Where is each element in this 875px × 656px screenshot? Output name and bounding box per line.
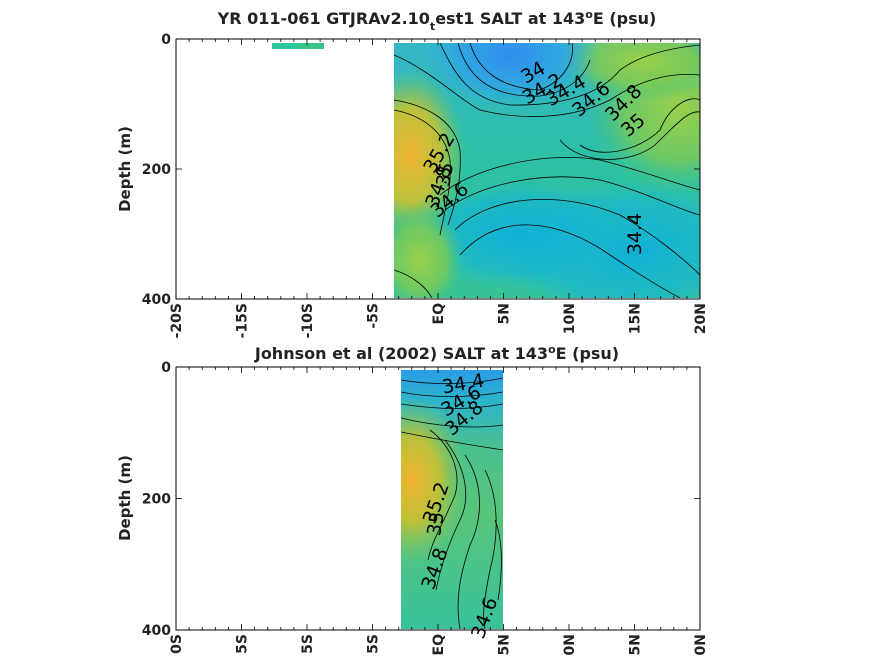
y-tick-label: 200 (142, 162, 171, 178)
x-tick-label: 5S (300, 634, 316, 654)
x-tick-label: 0S (169, 634, 185, 654)
panel-top-title: YR 011-061 GTJRAv2.10test1 SALT at 143oE… (217, 8, 657, 33)
x-tick-label: 15N (628, 303, 644, 334)
x-tick-label: 10N (562, 303, 578, 334)
panel-bottom-title: Johnson et al (2002) SALT at 143oE (psu) (254, 343, 619, 363)
panel-bottom-ticks: 0S 5S 5S 5S EQ 5N 0N 5N 0N 0 200 400 (142, 360, 709, 655)
x-tick-label: 5N (628, 634, 644, 655)
y-tick-label: 400 (142, 292, 171, 308)
x-tick-label: 5N (497, 303, 513, 324)
x-tick-label: -15S (235, 303, 251, 338)
panel-bottom-heatmap (401, 370, 503, 629)
y-tick-label: 0 (161, 360, 171, 376)
x-tick-label: 20N (693, 303, 709, 334)
y-tick-label: 400 (142, 623, 171, 639)
x-tick-label: -20S (169, 303, 185, 338)
panel-top-heatmap (394, 43, 700, 298)
y-tick-label: 200 (142, 492, 171, 508)
x-tick-label: 5S (366, 634, 382, 654)
x-tick-label: EQ (431, 634, 447, 656)
contour-label: 35 (423, 510, 449, 538)
x-tick-label: EQ (431, 303, 447, 325)
panel-top-ticks: -20S -15S -10S -5S EQ 5N 10N 15N 20N 0 200 400 (142, 32, 709, 338)
panel-bottom-ylabel: Depth (m) (116, 455, 134, 541)
x-tick-label: -10S (300, 303, 316, 338)
contour-label: 35 (432, 161, 458, 189)
x-tick-label: 5N (497, 634, 513, 655)
x-tick-label: 0N (693, 634, 709, 655)
panel-top: YR 011-061 GTJRAv2.10test1 SALT at 143oE… (116, 8, 709, 338)
contour-label: 34.4 (624, 213, 646, 255)
panel-bottom: Johnson et al (2002) SALT at 143oE (psu)… (116, 343, 709, 655)
panel-top-surface-strip (272, 43, 324, 49)
x-tick-label: -5S (366, 303, 382, 329)
y-tick-label: 0 (161, 32, 171, 48)
x-tick-label: 0N (562, 634, 578, 655)
x-tick-label: 5S (235, 634, 251, 654)
panel-top-ylabel: Depth (m) (116, 126, 134, 212)
